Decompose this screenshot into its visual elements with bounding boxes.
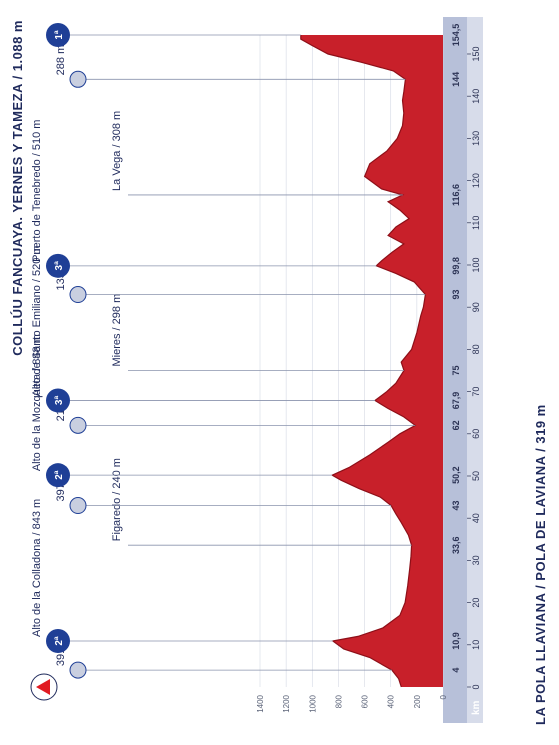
x-tick-label: 130: [471, 131, 481, 146]
km-scale-band: [467, 17, 483, 723]
x-tick-label: 150: [471, 46, 481, 61]
altitude-marker-icon: [69, 286, 87, 304]
climb-category: 2ª: [54, 470, 65, 480]
climb-badge-icon: [46, 388, 70, 413]
point-label: La Vega / 308 m: [111, 111, 123, 191]
climb-category: 3ª: [54, 396, 65, 406]
x-tick-label: 10: [471, 640, 481, 650]
highlight-tick-label: 4: [451, 668, 461, 673]
y-tick-label: 1200: [282, 694, 291, 712]
highlight-tick-label: 154,5: [451, 24, 461, 47]
highlight-band: [443, 17, 467, 723]
profile-area-group: [300, 35, 443, 688]
x-tick-label: 20: [471, 598, 481, 608]
start-triangle-icon: [36, 679, 50, 695]
highlight-tick-label: 43: [451, 501, 461, 511]
point-label: Alto de la Colladona / 843 m: [31, 499, 43, 637]
profile-line: [300, 35, 427, 688]
x-tick-label: 60: [471, 429, 481, 439]
highlight-tick-label: 116,6: [451, 184, 461, 206]
point-label: 288 m: [55, 45, 67, 76]
x-tick-label: 50: [471, 471, 481, 481]
highlight-tick-label: 62: [451, 420, 461, 430]
climb-badge-icon: [46, 463, 70, 488]
y-tick-label: 400: [387, 694, 396, 708]
altitude-marker-icon: [69, 416, 87, 434]
x-tick-label: 120: [471, 173, 481, 188]
profile-area: [300, 35, 443, 687]
point-label: Alto de Santo Emiliano / 520 m: [31, 245, 43, 396]
point-label: Puerto de Tenebredo / 510 m: [31, 120, 43, 262]
x-tick-label: 40: [471, 513, 481, 523]
highlight-tick-label: 93: [451, 290, 461, 300]
climb-category: 3ª: [54, 261, 65, 271]
x-axis: km 0 10 20 30 40 50 60 70 80 90 100 110 120 130 140 150 4…: [451, 24, 482, 715]
climb-badge-icon: [46, 23, 70, 47]
climb-category: 1ª: [54, 30, 65, 40]
y-tick-label: 800: [334, 694, 343, 708]
altitude-marker-icon: [69, 70, 87, 88]
x-tick-label: 30: [471, 555, 481, 565]
highlight-tick-label: 50,2: [451, 466, 461, 484]
highlight-tick-label: 99,8: [451, 257, 461, 275]
x-tick-label: 110: [471, 216, 481, 230]
x-tick-label: 0: [471, 684, 481, 689]
axis-bands: [443, 17, 483, 723]
altitude-marker-icon: [69, 497, 87, 515]
y-tick-label: 600: [361, 694, 370, 708]
highlight-tick-label: 33,6: [451, 536, 461, 554]
title-end: COLLÚU FANCUAYA. YERNES Y TAMEZA / 1.088…: [10, 20, 25, 356]
highlight-tick-label: 67,9: [451, 392, 461, 410]
climb-category: 2ª: [54, 636, 65, 646]
x-tick-label: 90: [471, 302, 481, 312]
point-label: Mieres / 298 m: [111, 294, 123, 367]
x-tick-label: 80: [471, 344, 481, 354]
y-axis: 0 200 400 600 800 1000 1200 1400: [256, 694, 448, 712]
y-tick-label: 200: [413, 694, 422, 708]
climb-badge-icon: [46, 253, 70, 278]
x-tick-label: 100: [471, 257, 481, 272]
x-axis-label: km: [471, 700, 482, 715]
highlight-tick-label: 75: [451, 365, 461, 375]
altitude-marker-icon: [69, 661, 87, 679]
y-tick-label: 0: [439, 694, 448, 699]
title-start: LA POLA LLAVIANA / POLA DE LAVIANA / 319…: [533, 404, 548, 725]
y-tick-label: 1400: [256, 694, 265, 712]
climb-badge-icon: [46, 629, 70, 654]
x-tick-label: 140: [471, 89, 481, 104]
point-label: Figaredo / 240 m: [111, 458, 123, 541]
x-tick-label: 70: [471, 387, 481, 397]
point-label: Alto de la Mozqueta / 848 m: [31, 334, 43, 471]
y-tick-label: 1000: [308, 694, 317, 712]
highlight-tick-label: 10,9: [451, 632, 461, 650]
highlight-tick-label: 144: [451, 72, 461, 87]
